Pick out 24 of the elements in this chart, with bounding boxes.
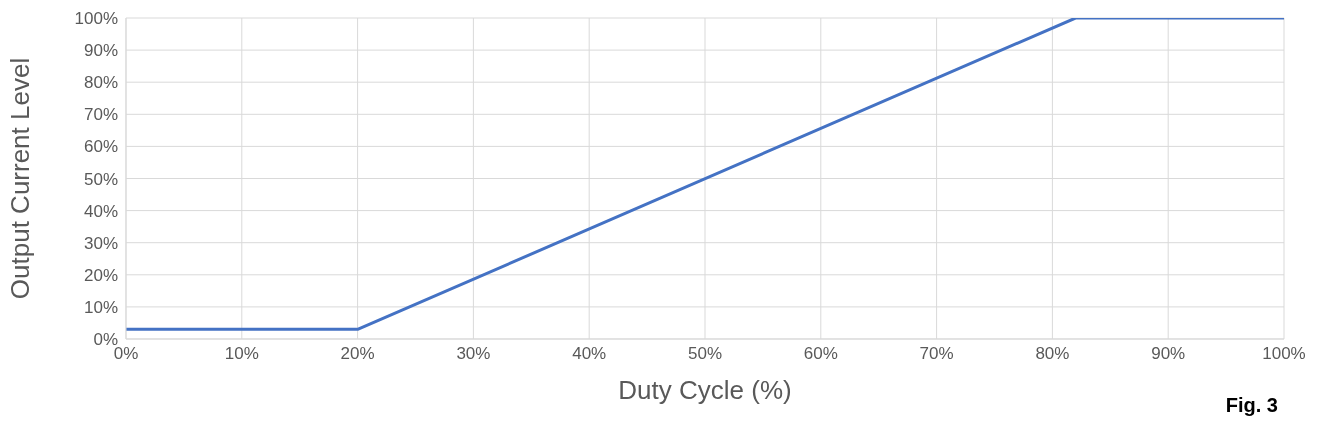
x-tick-label: 40% <box>572 344 607 364</box>
x-tick-label: 70% <box>919 344 954 364</box>
x-tick-label: 60% <box>803 344 838 364</box>
x-tick-label: 50% <box>687 344 723 364</box>
x-tick-label: 90% <box>1151 344 1186 364</box>
y-tick-label: 40% <box>83 201 118 221</box>
y-tick-label: 80% <box>83 73 118 93</box>
x-tick-label: 0% <box>113 344 139 364</box>
x-tick-label: 10% <box>224 344 259 364</box>
x-tick-label: 100% <box>1262 344 1306 364</box>
x-tick-label: 30% <box>456 344 491 364</box>
y-tick-label: 30% <box>83 233 118 253</box>
caption: Fig. 3 <box>1225 394 1278 417</box>
y-tick-label: 60% <box>83 137 118 157</box>
y-tick-label: 20% <box>83 265 118 285</box>
y-tick-label: 50% <box>83 169 118 189</box>
y-tick-label: 10% <box>83 297 118 317</box>
x-axis-title: Duty Cycle (%) <box>618 375 792 405</box>
y-tick-label: 90% <box>83 41 118 61</box>
x-tick-label: 20% <box>340 344 375 364</box>
y-tick-label: 100% <box>74 9 118 29</box>
y-axis-title: Output Current Level <box>5 57 36 300</box>
y-tick-label: 70% <box>83 105 118 125</box>
x-tick-label: 80% <box>1035 344 1070 364</box>
